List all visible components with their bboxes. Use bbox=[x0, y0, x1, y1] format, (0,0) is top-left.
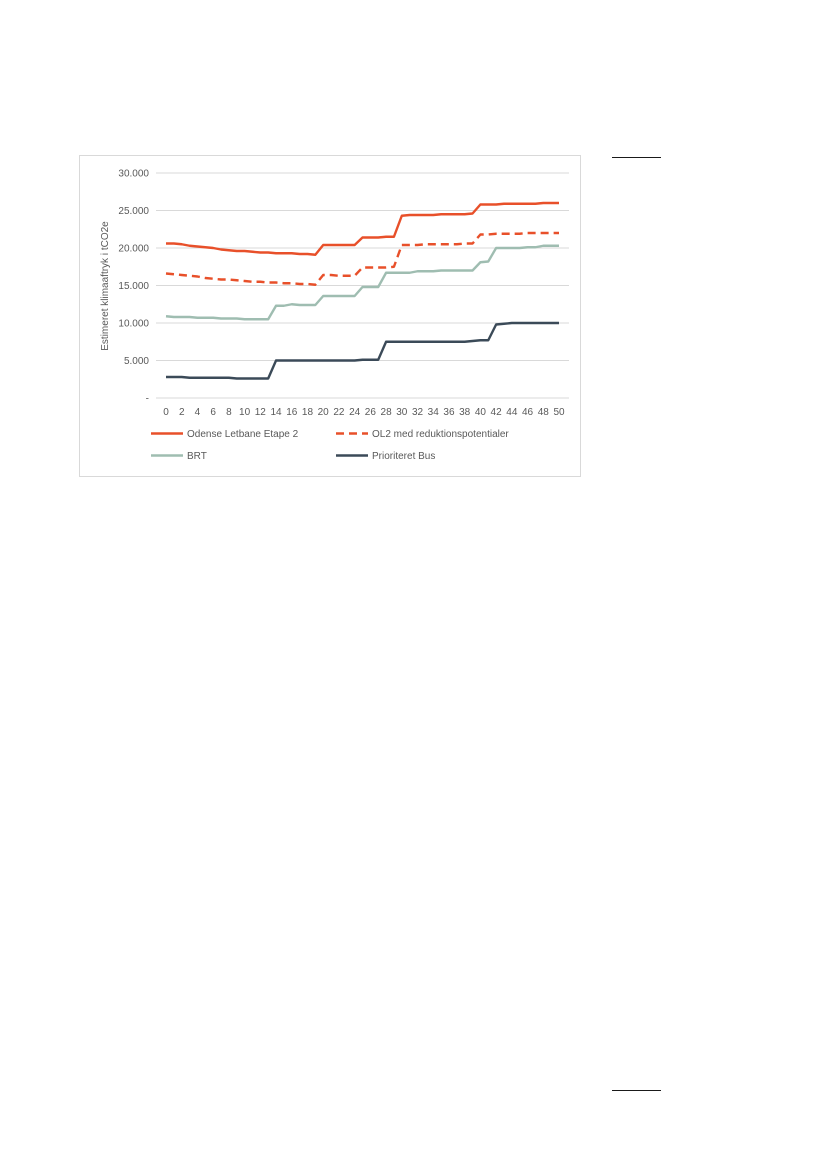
y-tick-label: - bbox=[146, 394, 149, 405]
legend-item: OL2 med reduktionspotentialer bbox=[336, 429, 509, 440]
series-line-ol2-med-reduktionspotentialer bbox=[165, 231, 559, 286]
legend-label: BRT bbox=[187, 451, 207, 462]
y-tick-label: 10.000 bbox=[118, 319, 149, 330]
footer-rule bbox=[612, 1090, 661, 1091]
x-tick-label: 0 bbox=[163, 407, 169, 418]
legend-item: BRT bbox=[151, 451, 207, 462]
x-tick-label: 38 bbox=[459, 407, 471, 418]
legend: Odense Letbane Etape 2 OL2 med reduktions… bbox=[151, 429, 509, 462]
x-tick-label: 6 bbox=[210, 407, 216, 418]
series-line-brt bbox=[165, 244, 559, 321]
x-tick-label: 18 bbox=[302, 407, 314, 418]
x-tick-label: 2 bbox=[179, 407, 185, 418]
x-tick-label: 22 bbox=[333, 407, 345, 418]
x-tick-label: 40 bbox=[475, 407, 487, 418]
x-tick-label: 36 bbox=[443, 407, 455, 418]
legend-label: Prioriteret Bus bbox=[372, 451, 435, 462]
y-axis: Estimeret klimaaftryk i tCO2e - 5.000 10.0… bbox=[100, 169, 149, 405]
y-tick-label: 30.000 bbox=[118, 169, 149, 180]
series-line-prioriteret-bus bbox=[166, 321, 559, 380]
y-tick-label: 20.000 bbox=[118, 244, 149, 255]
y-tick-label: 15.000 bbox=[118, 281, 149, 292]
header-rule bbox=[612, 157, 661, 158]
series-lines bbox=[165, 201, 559, 380]
x-tick-label: 30 bbox=[396, 407, 408, 418]
chart-frame: Estimeret klimaaftryk i tCO2e - 5.000 10.0… bbox=[79, 155, 581, 477]
x-tick-label: 20 bbox=[318, 407, 330, 418]
x-tick-label: 8 bbox=[226, 407, 232, 418]
legend-label: Odense Letbane Etape 2 bbox=[187, 429, 299, 440]
x-tick-label: 32 bbox=[412, 407, 424, 418]
y-tick-label: 25.000 bbox=[118, 206, 149, 217]
x-tick-label: 48 bbox=[538, 407, 550, 418]
x-axis: 0 2 4 6 8 10 12 14 16 18 20 22 24 26 28 30 32 34 36 38 40 42 4… bbox=[163, 407, 565, 418]
x-tick-label: 12 bbox=[255, 407, 267, 418]
x-tick-label: 26 bbox=[365, 407, 377, 418]
legend-item: Prioriteret Bus bbox=[336, 451, 435, 462]
x-tick-label: 50 bbox=[553, 407, 565, 418]
series-line-odense-letbane-etape-2 bbox=[166, 201, 559, 256]
line-chart: Estimeret klimaaftryk i tCO2e - 5.000 10.0… bbox=[100, 169, 569, 462]
x-tick-label: 10 bbox=[239, 407, 251, 418]
legend-item: Odense Letbane Etape 2 bbox=[151, 429, 299, 440]
x-tick-label: 24 bbox=[349, 407, 361, 418]
gridlines bbox=[156, 172, 569, 399]
x-tick-label: 42 bbox=[491, 407, 503, 418]
x-tick-label: 34 bbox=[428, 407, 440, 418]
x-tick-label: 28 bbox=[381, 407, 393, 418]
y-axis-title: Estimeret klimaaftryk i tCO2e bbox=[100, 221, 111, 351]
y-tick-label: 5.000 bbox=[124, 356, 149, 367]
x-tick-label: 16 bbox=[286, 407, 298, 418]
x-tick-label: 46 bbox=[522, 407, 534, 418]
x-tick-label: 4 bbox=[195, 407, 201, 418]
legend-label: OL2 med reduktionspotentialer bbox=[372, 429, 509, 440]
x-tick-label: 14 bbox=[270, 407, 282, 418]
x-tick-label: 44 bbox=[506, 407, 518, 418]
